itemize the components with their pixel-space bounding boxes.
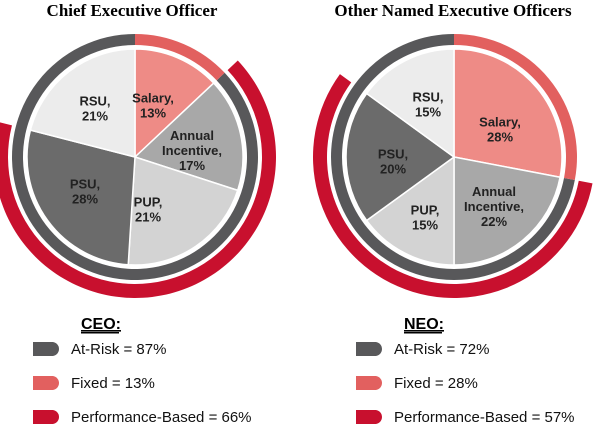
legend-swatch-arrow — [33, 342, 59, 356]
slice-label: PUP, 21% — [134, 195, 163, 225]
pie-slice — [365, 48, 455, 159]
legend-heading-underline — [81, 332, 119, 334]
slice-label: Annual Incentive, 17% — [162, 128, 222, 173]
legend-entry: At-Risk = 87% — [71, 341, 166, 358]
legend-swatch-arrow — [33, 410, 59, 424]
pie-slice — [453, 156, 561, 266]
legend-entry: Performance-Based = 66% — [71, 409, 252, 426]
legend: CEO: At-Risk = 87% Fixed = 13% Performance-… — [33, 316, 252, 426]
legend-swatch-arrow — [33, 376, 59, 390]
ring-performance-based — [312, 74, 593, 299]
legend-swatch-arrow — [356, 410, 382, 424]
chart-title: Chief Executive Officer — [47, 1, 218, 20]
legend-entry: Performance-Based = 57% — [394, 409, 575, 426]
legend: NEO: At-Risk = 72% Fixed = 28% Performance-… — [356, 316, 575, 426]
legend-heading-underline — [404, 332, 442, 334]
slice-label: Salary, 28% — [479, 115, 521, 145]
legend-entry: Fixed = 13% — [71, 375, 155, 392]
slice-label: Annual Incentive, 22% — [464, 184, 524, 229]
legend-entry: At-Risk = 72% — [394, 341, 489, 358]
pie-slice — [29, 48, 136, 158]
slice-label: PUP, 15% — [411, 203, 440, 233]
slice-label: RSU, 15% — [412, 90, 443, 120]
chart-0: Chief Executive Officer Salary, 13% Annual I… — [0, 1, 276, 426]
legend-heading: CEO: — [81, 316, 121, 333]
pie-slice — [26, 129, 136, 266]
chart-1: Other Named Executive Officers Salary, 28%… — [312, 1, 593, 426]
ring-performance-based — [0, 60, 276, 298]
ring-fixed — [135, 34, 225, 81]
legend-heading: NEO: — [404, 316, 444, 333]
pie-slice — [134, 48, 215, 159]
slice-label: PSU, 28% — [70, 177, 100, 207]
slice-label: PSU, 20% — [378, 147, 408, 177]
pie-slice — [127, 155, 239, 266]
pie-slice — [453, 48, 563, 179]
pie-slice — [365, 155, 455, 266]
chart-title: Other Named Executive Officers — [334, 1, 572, 20]
slice-label: RSU, 21% — [79, 94, 110, 124]
pie-slice — [133, 82, 244, 192]
legend-entry: Fixed = 28% — [394, 375, 478, 392]
pie-slice — [345, 92, 456, 222]
legend-swatch-arrow — [356, 376, 382, 390]
legend-swatch-arrow — [356, 342, 382, 356]
slice-label: Salary, 13% — [132, 91, 174, 121]
ring-fixed — [454, 34, 577, 181]
